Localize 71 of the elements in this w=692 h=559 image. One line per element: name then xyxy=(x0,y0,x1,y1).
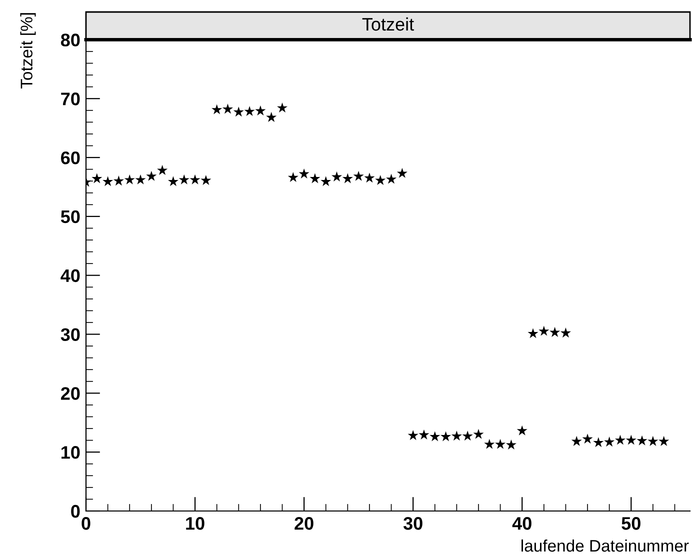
point xyxy=(614,434,626,445)
point xyxy=(212,104,222,114)
point xyxy=(310,173,320,184)
point xyxy=(320,176,332,186)
point xyxy=(244,106,255,116)
y-tick-label: 10 xyxy=(62,446,80,459)
point xyxy=(276,102,288,113)
point xyxy=(233,106,244,117)
point xyxy=(516,425,528,436)
x-tick-label: 30 xyxy=(403,517,422,530)
x-axis-title: laufende Dateinummer xyxy=(522,539,689,552)
point xyxy=(528,328,538,338)
point xyxy=(451,430,462,441)
x-tick-label: 50 xyxy=(622,517,640,530)
point xyxy=(430,431,440,442)
x-tick-label: 20 xyxy=(294,517,314,530)
point xyxy=(571,436,582,446)
point xyxy=(353,170,364,181)
point xyxy=(222,104,234,114)
point xyxy=(386,174,397,184)
point xyxy=(113,176,124,186)
point xyxy=(102,176,114,186)
point xyxy=(396,168,408,178)
point xyxy=(298,168,310,179)
point xyxy=(582,434,593,444)
point xyxy=(375,174,386,185)
point xyxy=(364,172,375,183)
point xyxy=(593,437,604,448)
point xyxy=(92,173,102,184)
y-tick-label: 0 xyxy=(71,504,80,518)
point xyxy=(408,430,418,440)
point xyxy=(146,170,157,181)
y-tick-label: 50 xyxy=(60,210,80,224)
point xyxy=(550,326,560,337)
point xyxy=(418,429,430,440)
y-axis-title: Totzeit [%] xyxy=(20,13,36,88)
point xyxy=(495,438,506,449)
point xyxy=(636,435,648,446)
point xyxy=(342,173,353,184)
point xyxy=(648,436,658,446)
point xyxy=(178,174,190,184)
y-tick-label: 60 xyxy=(61,151,80,164)
point xyxy=(200,174,212,185)
point xyxy=(255,105,266,116)
point xyxy=(604,436,615,447)
y-tick-label: 40 xyxy=(60,269,80,282)
point xyxy=(266,112,277,122)
point xyxy=(157,164,168,175)
y-tick-label: 20 xyxy=(60,387,80,400)
point xyxy=(135,174,146,184)
point xyxy=(506,439,516,450)
point xyxy=(626,434,636,445)
y-tick-label: 70 xyxy=(61,92,80,106)
point xyxy=(658,436,670,446)
x-tick-label: 10 xyxy=(186,517,204,530)
point xyxy=(484,438,495,449)
y-tick-label: 80 xyxy=(60,34,80,46)
point xyxy=(168,176,179,186)
point xyxy=(190,174,200,184)
point xyxy=(560,328,571,338)
point xyxy=(331,171,342,182)
x-tick-label: 40 xyxy=(512,517,532,530)
point xyxy=(124,174,135,184)
x-tick-label: 0 xyxy=(82,517,90,530)
point xyxy=(473,428,484,439)
point xyxy=(288,172,298,182)
y-tick-label: 30 xyxy=(60,328,80,342)
chart-title: Totzeit xyxy=(362,17,414,31)
point xyxy=(462,430,473,441)
point xyxy=(440,431,452,442)
point xyxy=(538,326,550,336)
